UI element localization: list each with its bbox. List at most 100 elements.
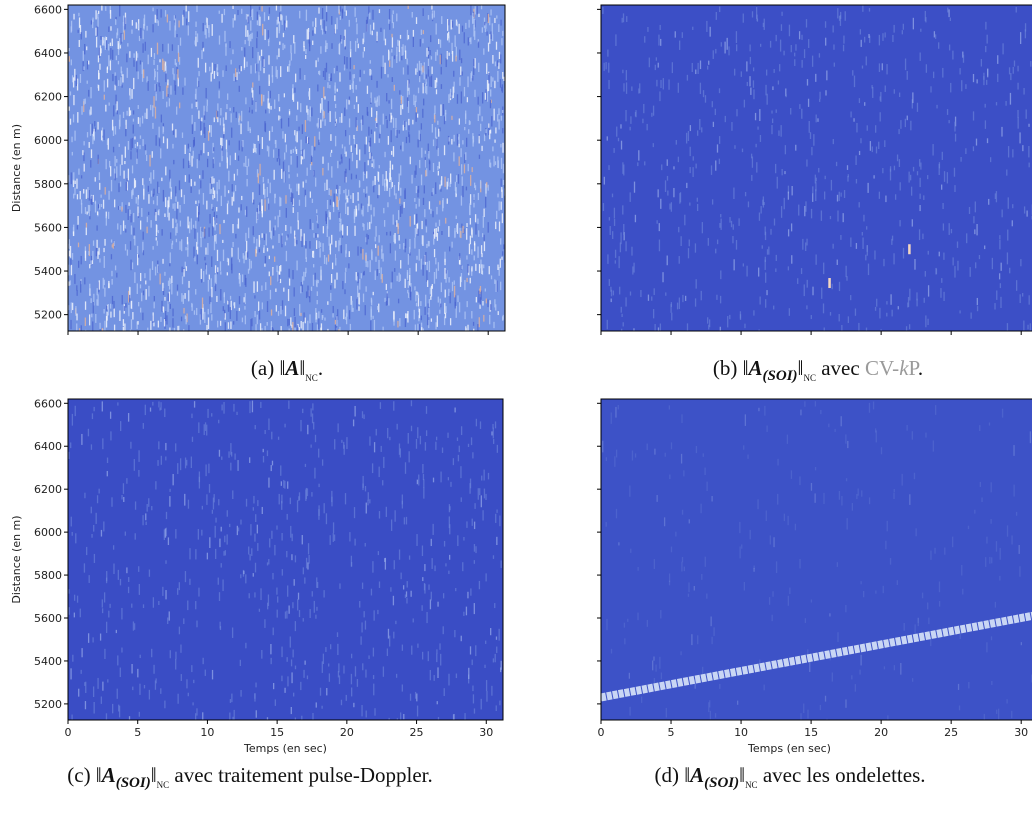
texture (127, 43, 129, 47)
texture (281, 532, 283, 541)
texture (134, 272, 136, 284)
texture (412, 119, 414, 125)
texture (78, 17, 81, 28)
texture (358, 203, 360, 211)
texture (1020, 259, 1022, 267)
texture (332, 533, 334, 542)
texture (719, 295, 722, 304)
texture (162, 58, 164, 71)
texture (452, 86, 454, 98)
texture (443, 688, 445, 697)
texture (637, 612, 639, 621)
texture (742, 263, 745, 267)
texture (883, 258, 885, 267)
texture (129, 241, 132, 250)
texture (137, 668, 139, 678)
texture (416, 705, 419, 717)
texture (424, 564, 426, 572)
texture (493, 155, 495, 167)
texture (1011, 220, 1013, 227)
texture (468, 265, 470, 276)
x-tick-label: 15 (804, 726, 818, 739)
texture (315, 614, 317, 619)
texture (370, 204, 372, 211)
texture (458, 134, 460, 145)
texture (116, 101, 118, 111)
texture (395, 193, 397, 200)
texture (1025, 109, 1027, 119)
texture (164, 271, 166, 276)
texture (345, 694, 347, 701)
texture (116, 110, 118, 115)
texture (210, 189, 212, 194)
texture (73, 172, 75, 181)
texture (219, 538, 221, 548)
texture (200, 150, 202, 156)
texture (89, 109, 91, 115)
texture (470, 71, 473, 79)
texture (397, 39, 399, 46)
texture (889, 166, 892, 172)
texture (398, 40, 401, 52)
texture (1001, 408, 1004, 418)
texture (142, 139, 144, 147)
texture (92, 194, 94, 203)
texture (362, 205, 364, 217)
texture (787, 595, 790, 606)
texture (410, 400, 413, 407)
texture (426, 280, 429, 287)
texture (823, 262, 825, 275)
texture (201, 529, 203, 536)
texture (872, 401, 875, 410)
texture (715, 248, 717, 254)
texture (492, 555, 495, 559)
texture (69, 118, 72, 125)
texture (409, 216, 411, 227)
texture (691, 634, 693, 646)
texture (325, 40, 327, 52)
texture (297, 101, 299, 110)
texture (1023, 206, 1026, 214)
texture (451, 115, 453, 120)
texture (147, 81, 149, 91)
texture (226, 203, 229, 215)
texture (396, 13, 398, 22)
texture (427, 314, 429, 326)
texture (101, 127, 104, 136)
texture (376, 111, 378, 124)
texture (322, 243, 324, 252)
texture (71, 413, 74, 426)
texture (263, 94, 265, 102)
texture (108, 43, 110, 51)
texture (274, 216, 276, 220)
texture (133, 227, 135, 237)
texture (791, 255, 793, 264)
texture (350, 562, 353, 567)
texture (326, 688, 328, 696)
texture (424, 442, 427, 451)
texture (407, 80, 409, 91)
texture (186, 459, 188, 466)
texture (250, 5, 252, 17)
texture (137, 197, 139, 206)
texture (444, 251, 446, 263)
texture (71, 531, 73, 536)
texture (76, 323, 78, 331)
texture (272, 682, 275, 690)
texture (439, 309, 441, 314)
texture (393, 234, 395, 243)
texture (187, 290, 190, 302)
texture (270, 465, 272, 472)
texture (339, 326, 341, 331)
texture (175, 62, 178, 67)
y-tick-label: 6400 (34, 47, 62, 60)
texture (893, 89, 895, 94)
texture (147, 327, 149, 331)
texture (466, 97, 469, 103)
texture (137, 321, 139, 325)
texture (806, 159, 808, 167)
texture (163, 319, 166, 327)
texture (252, 148, 255, 153)
texture (625, 297, 627, 307)
texture (311, 107, 313, 117)
